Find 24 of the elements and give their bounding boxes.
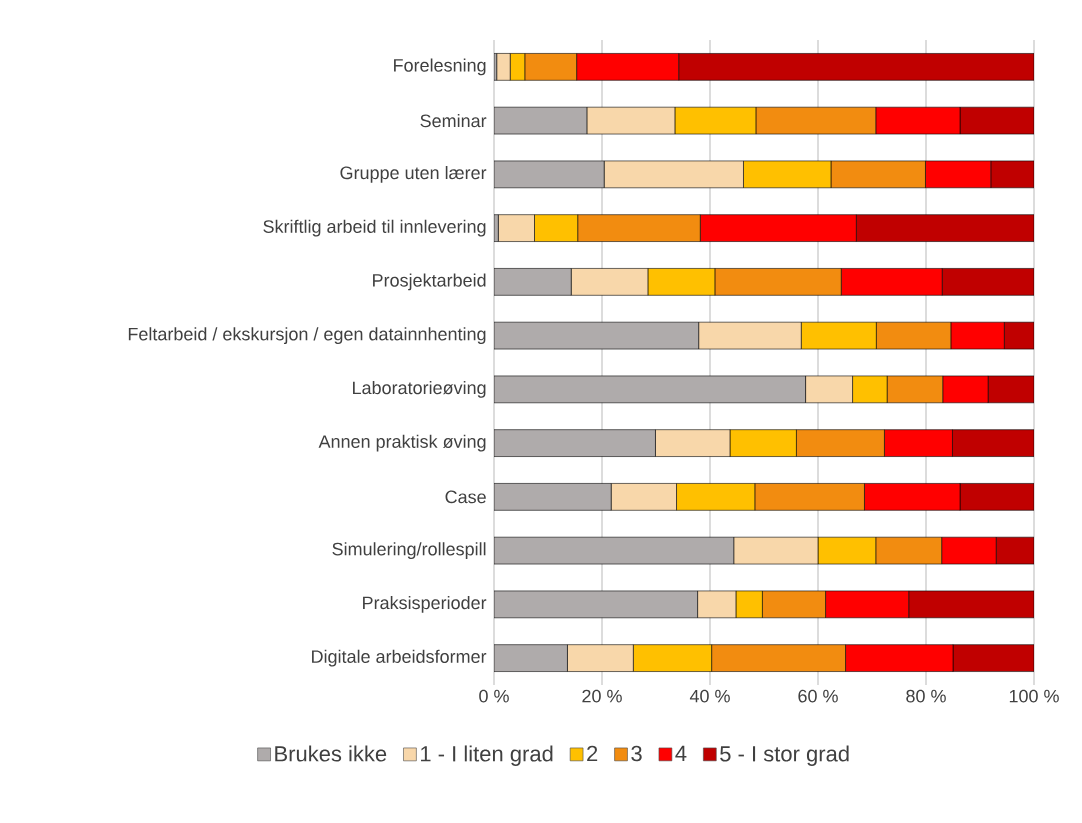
y-tick-label: Prosjektarbeid — [373, 273, 486, 291]
y-tick-label: Gruppe uten lærer — [340, 165, 487, 183]
y-tick-label: Digitale arbeidsformer — [312, 649, 487, 667]
y-tick-label: Seminar — [420, 114, 487, 128]
legend-label: 1 - I liten grad — [421, 745, 553, 766]
x-tick-label: 100 % — [1009, 689, 1059, 703]
x-tick-label: 20 % — [582, 689, 622, 703]
legend-label: 2 — [587, 745, 598, 762]
x-tick-label: 40 % — [689, 689, 730, 703]
y-tick-label: Forelesning — [394, 58, 486, 76]
y-tick-label: Case — [445, 490, 486, 504]
y-tick-label: Laboratorieøving — [353, 380, 486, 398]
y-tick-label: Feltarbeid / ekskursjon / egen datainnhenting — [128, 327, 486, 345]
y-tick-label: Skriftlig arbeid til innlevering — [263, 219, 486, 237]
legend-label: 4 — [675, 745, 687, 761]
x-tick-label: 80 % — [906, 689, 946, 703]
x-tick-label: 60 % — [798, 689, 838, 703]
legend-label: Brukes ikke — [275, 745, 387, 762]
legend-label: 5 - I stor grad — [720, 745, 849, 766]
legend-label: 3 — [631, 745, 642, 762]
y-tick-label: Praksisperioder — [363, 595, 487, 613]
x-tick-label: 0 % — [479, 689, 509, 703]
y-tick-label: Simulering/rollespill — [332, 542, 486, 560]
y-tick-label: Annen praktisk øving — [318, 434, 486, 452]
